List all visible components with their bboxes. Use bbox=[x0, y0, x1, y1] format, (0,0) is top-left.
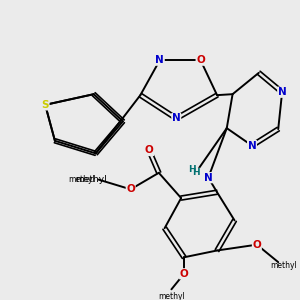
Text: methyl: methyl bbox=[271, 261, 297, 270]
Text: methyl: methyl bbox=[76, 175, 107, 184]
Text: N: N bbox=[204, 173, 213, 183]
Text: O: O bbox=[126, 184, 135, 194]
Text: O: O bbox=[145, 146, 154, 155]
Text: H: H bbox=[188, 165, 196, 174]
Text: N: N bbox=[172, 113, 181, 123]
Text: O: O bbox=[253, 240, 261, 250]
Text: H: H bbox=[192, 168, 200, 177]
Text: O: O bbox=[180, 269, 188, 279]
Text: S: S bbox=[41, 100, 49, 110]
Text: O: O bbox=[196, 55, 205, 65]
Text: methyl: methyl bbox=[68, 175, 94, 184]
Text: N: N bbox=[278, 87, 286, 97]
Text: N: N bbox=[248, 141, 256, 151]
Text: methyl: methyl bbox=[158, 292, 185, 300]
Text: N: N bbox=[155, 55, 164, 65]
